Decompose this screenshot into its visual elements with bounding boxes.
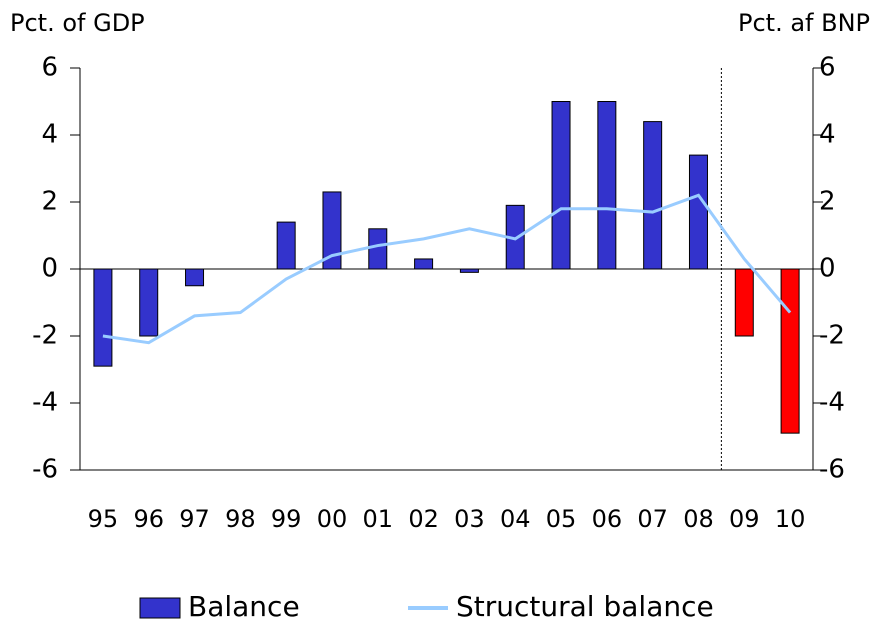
y2-tick-label: 6 (819, 53, 836, 83)
x-tick-label: 02 (408, 505, 439, 533)
y-tick-label: 2 (41, 187, 58, 217)
bar (185, 268, 205, 287)
y-tick-label: -4 (32, 388, 58, 418)
y-tick-label: 6 (41, 53, 58, 83)
y-tick-label: 0 (41, 254, 58, 284)
bar (368, 228, 388, 270)
x-tick-label: 03 (454, 505, 485, 533)
bar (643, 121, 663, 270)
bar (780, 268, 800, 434)
x-tick-label: 97 (179, 505, 210, 533)
y2-tick-label: 0 (819, 254, 836, 284)
bar (139, 268, 159, 337)
line (102, 193, 792, 345)
y2-tick-label: -6 (819, 455, 845, 485)
legend-swatch (139, 597, 181, 619)
y2-tick-label: -2 (819, 321, 845, 351)
y-tick-label: 4 (41, 120, 58, 150)
x-tick-label: 00 (317, 505, 348, 533)
bar (734, 268, 754, 337)
x-tick-label: 04 (500, 505, 531, 533)
legend-label: Structural balance (456, 590, 714, 623)
bar (93, 268, 113, 367)
bar (551, 101, 571, 270)
x-tick-label: 07 (637, 505, 668, 533)
x-tick-label: 06 (592, 505, 623, 533)
y-tick-label: -2 (32, 321, 58, 351)
y2-tick-label: -4 (819, 388, 845, 418)
y2-tick-label: 2 (819, 187, 836, 217)
x-tick-label: 98 (225, 505, 256, 533)
bar (688, 154, 708, 270)
x-tick-label: 95 (88, 505, 119, 533)
y-tick-label: -6 (32, 455, 58, 485)
x-tick-label: 09 (729, 505, 760, 533)
x-tick-label: 08 (683, 505, 714, 533)
bar (414, 258, 434, 270)
bar (276, 221, 296, 270)
y2-tick-label: 4 (819, 120, 836, 150)
y2-axis-label: Pct. af BNP (738, 9, 870, 37)
x-tick-label: 96 (133, 505, 164, 533)
x-tick-label: 05 (546, 505, 577, 533)
x-tick-label: 99 (271, 505, 302, 533)
x-tick-label: 10 (775, 505, 806, 533)
y-axis-label: Pct. of GDP (10, 9, 145, 37)
bar (597, 101, 617, 270)
legend-label: Balance (188, 590, 300, 623)
x-tick-label: 01 (363, 505, 394, 533)
bar (459, 268, 479, 273)
